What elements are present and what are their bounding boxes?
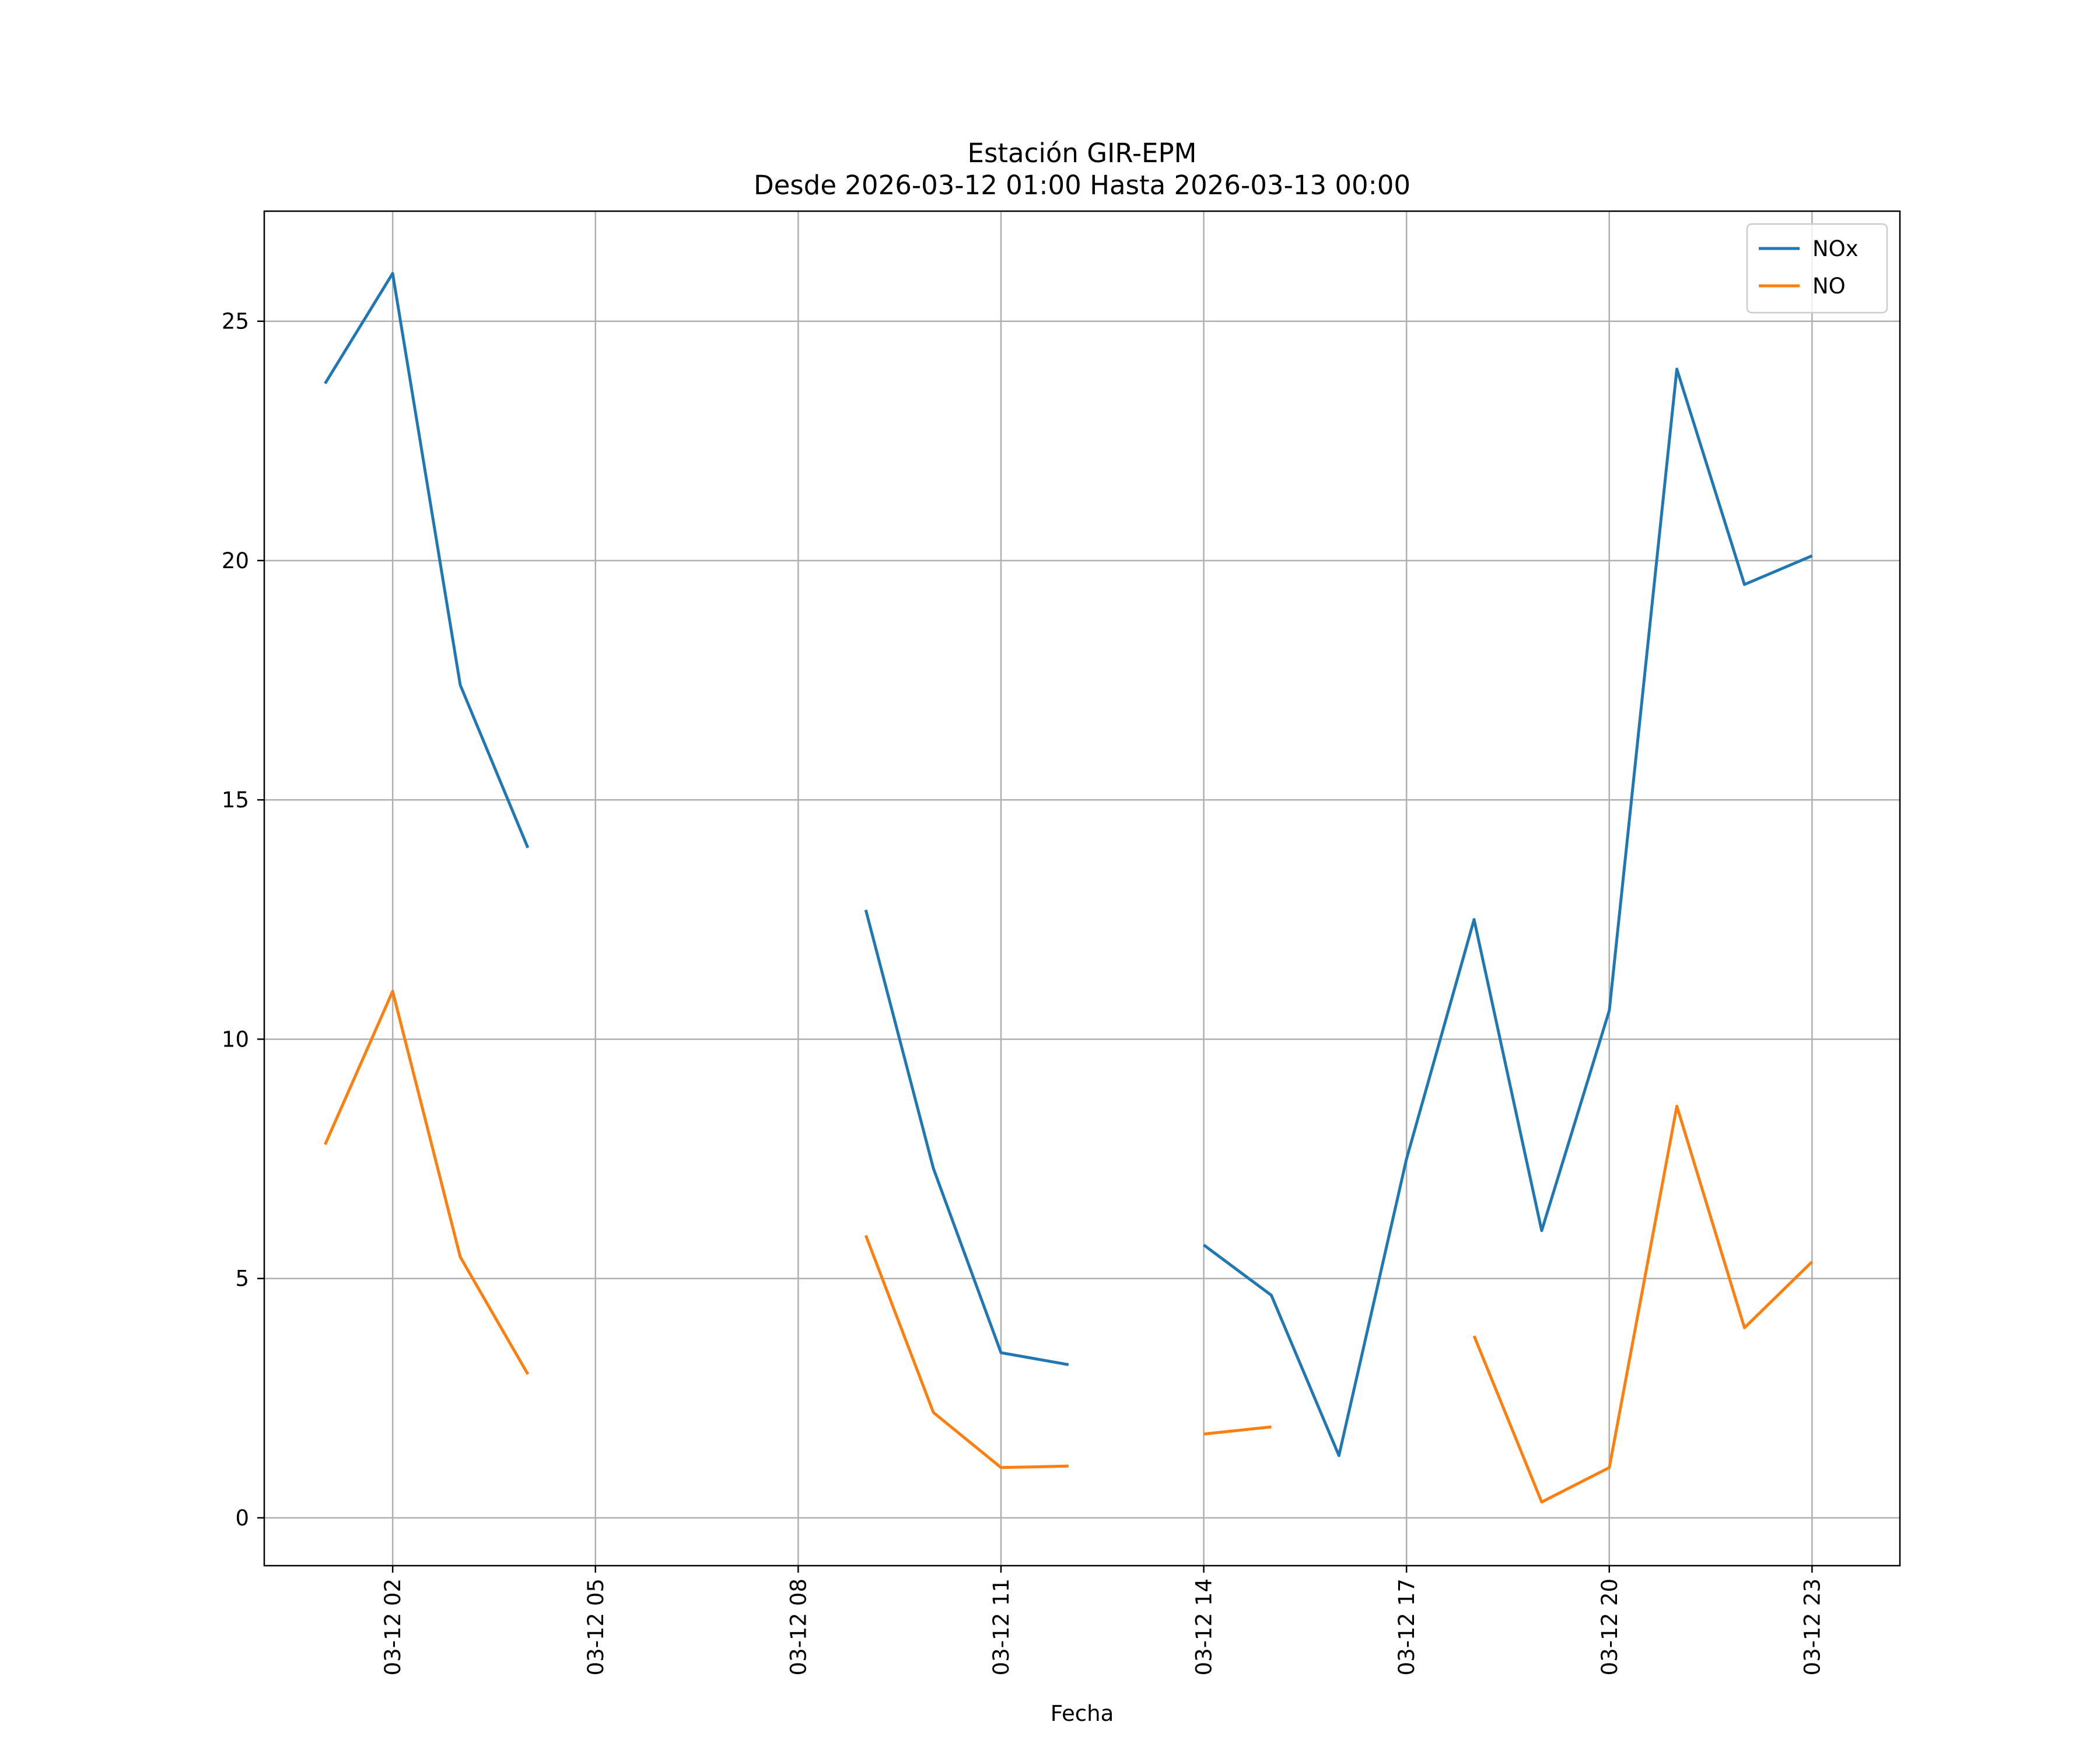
legend-label-no: NO [1812,274,1846,299]
series-line-no [1472,1104,1814,1504]
series-lines [324,272,1814,1504]
y-tick-label: 25 [222,309,249,334]
axis-ticks: 03-12 02 03-12 05 03-12 08 03-12 11 03-12 14… [222,309,1825,1676]
chart-title: Estación GIR-EPM [968,138,1197,169]
x-tick-label: 03-12 17 [1394,1578,1419,1675]
plot-frame [263,210,1901,1567]
y-tick-label: 20 [222,548,249,573]
y-tick-label: 0 [235,1506,249,1531]
x-tick-label: 03-12 08 [786,1578,811,1675]
y-tick-label: 15 [222,788,249,813]
chart-subtitle: Desde 2026-03-12 01:00 Hasta 2026-03-13 … [754,170,1410,201]
x-tick-label: 03-12 14 [1192,1578,1217,1675]
series-line-nox [864,909,1069,1366]
x-tick-label: 03-12 20 [1597,1578,1622,1675]
x-tick-label: 03-12 11 [989,1578,1014,1675]
legend: NOx NO [1746,223,1888,314]
x-axis-label: Fecha [1051,1701,1114,1726]
y-tick-label: 10 [222,1027,249,1052]
legend-label-nox: NOx [1812,236,1859,261]
x-tick-label: 03-12 02 [380,1578,405,1675]
series-line-nox [324,272,530,849]
x-tick-label: 03-12 05 [583,1578,608,1675]
series-line-no [324,989,530,1376]
x-tick-label: 03-12 23 [1800,1578,1825,1675]
legend-box [1746,223,1888,314]
grid [264,211,1900,1566]
series-line-nox [1203,368,1813,1457]
series-line-no [1203,1425,1272,1436]
series-line-no [864,1235,1069,1469]
y-tick-label: 5 [235,1266,249,1292]
